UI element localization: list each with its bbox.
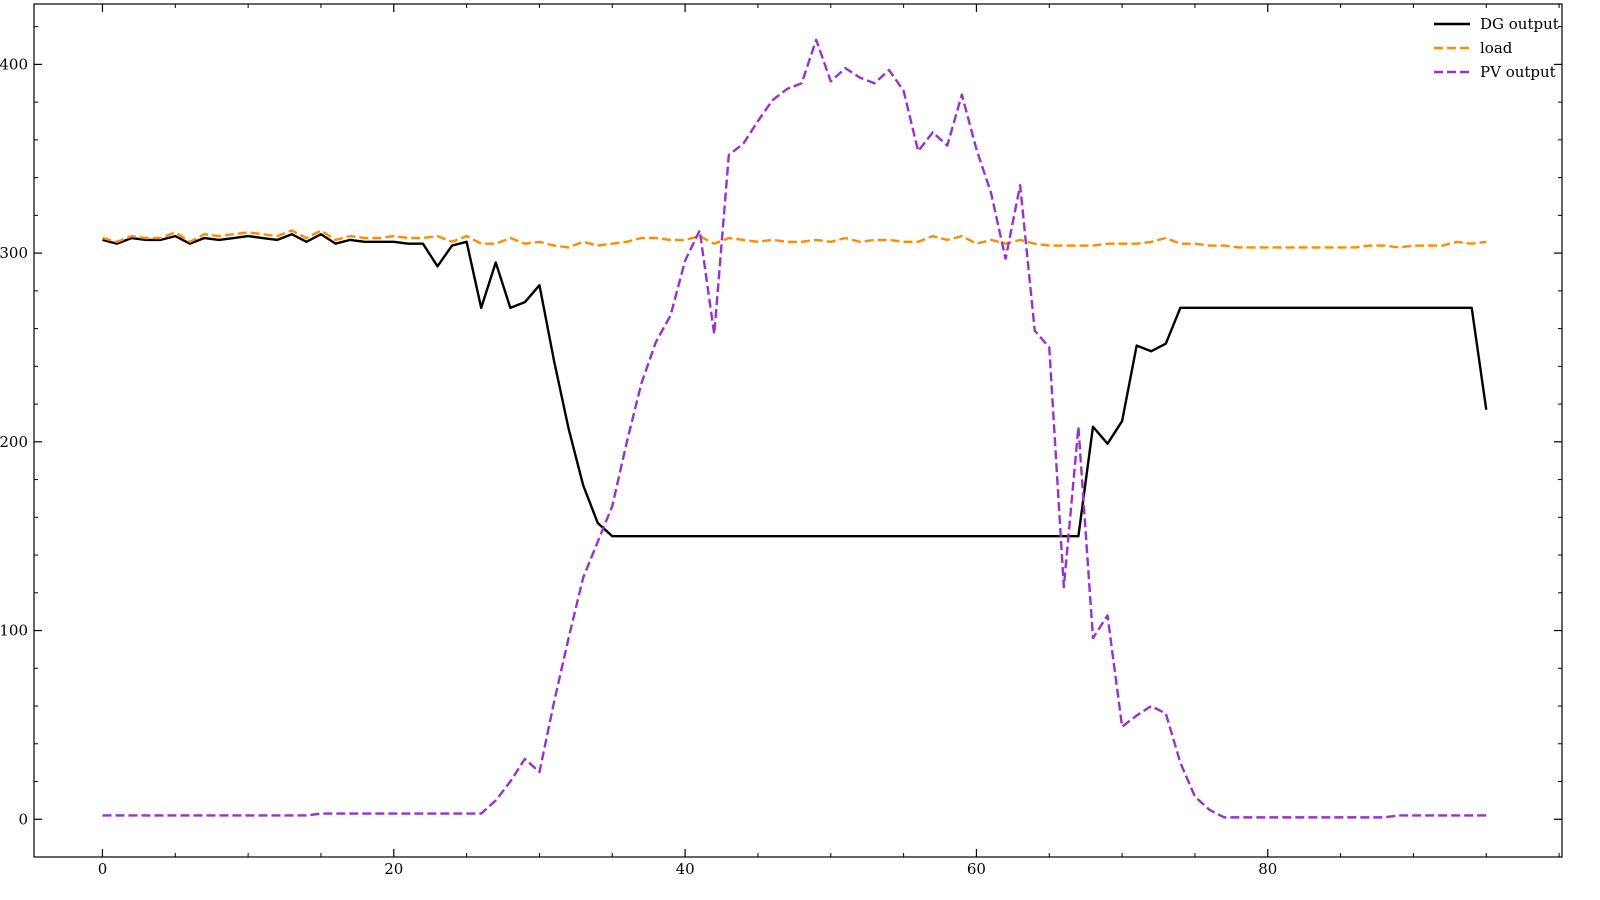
x-tick-label: 80 — [1258, 860, 1277, 878]
series-lines — [102, 38, 1488, 819]
legend-label-pv-output: PV output — [1480, 63, 1556, 81]
y-tick-label: 100 — [0, 622, 28, 640]
y-tick-label: 0 — [18, 810, 28, 828]
series-line-dg-output — [102, 233, 1488, 538]
y-tick-labels: 0 100 200 300 400 — [0, 55, 28, 828]
legend-label-dg-output: DG output — [1480, 15, 1559, 33]
x-tick-labels: 0 20 40 60 80 — [98, 860, 1278, 878]
legend-label-load: load — [1480, 39, 1513, 57]
x-tick-label: 60 — [967, 860, 986, 878]
axis-ticks — [34, 4, 1562, 858]
x-tick-label: 20 — [384, 860, 403, 878]
legend: DG output load PV output — [1434, 15, 1559, 81]
plot-frame — [33, 3, 1563, 858]
y-tick-label: 300 — [0, 244, 28, 262]
y-tick-label: 400 — [0, 55, 28, 73]
y-tick-label: 200 — [0, 433, 28, 451]
x-tick-label: 40 — [676, 860, 695, 878]
series-line-pv-output — [102, 38, 1487, 819]
x-tick-label: 0 — [98, 860, 108, 878]
series-line-load — [102, 229, 1487, 249]
